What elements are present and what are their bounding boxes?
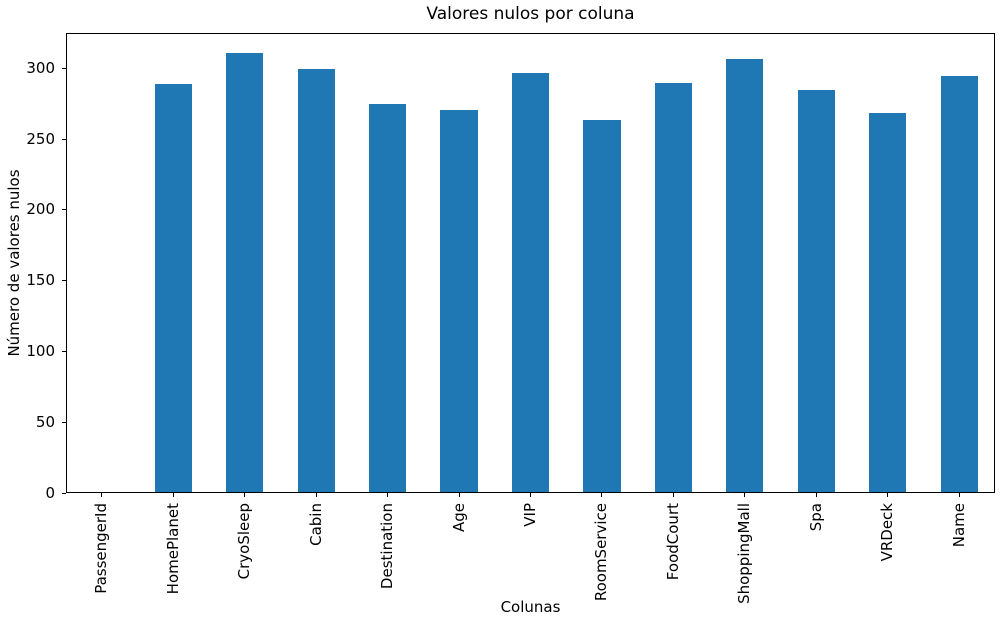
bar-Name (940, 75, 978, 492)
bar-VIP (511, 73, 550, 492)
y-tick-label: 200 (26, 200, 55, 219)
x-tick-label-VIP: VIP (521, 503, 539, 527)
y-tick-label: 100 (26, 341, 55, 360)
bar-CryoSleep (226, 53, 264, 492)
x-axis-label: Colunas (500, 598, 561, 616)
bar-Spa (797, 90, 835, 492)
x-tick-label-FoodCourt: FoodCourt (663, 503, 682, 581)
y-tick-mark (62, 421, 66, 423)
x-tick-label-PassengerId: PassengerId (92, 503, 111, 594)
x-tick-label-VRDeck: VRDeck (878, 503, 897, 562)
bar-ShoppingMall (726, 58, 764, 492)
x-tick-mark (815, 493, 817, 497)
bar-RoomService (583, 119, 621, 492)
x-tick-mark (530, 493, 531, 497)
y-tick-mark (62, 67, 66, 69)
y-tick-mark (62, 492, 66, 494)
x-tick-mark (887, 493, 889, 497)
x-tick-mark (101, 493, 103, 497)
y-axis-label: Número de valores nulos (5, 169, 23, 357)
y-tick-mark (62, 350, 66, 352)
x-tick-mark (387, 493, 389, 497)
bar-Destination (368, 104, 407, 492)
y-tick-label: 300 (26, 58, 55, 77)
x-tick-label-HomePlanet: HomePlanet (163, 503, 182, 595)
bar-FoodCourt (654, 82, 692, 492)
x-tick-mark (244, 493, 246, 497)
y-tick-mark (62, 280, 66, 282)
bar-Cabin (297, 68, 335, 492)
x-tick-label-Destination: Destination (378, 503, 397, 590)
x-tick-mark (601, 493, 603, 497)
y-tick-label: 0 (45, 483, 55, 502)
x-tick-label-Cabin: Cabin (306, 503, 325, 546)
bar-HomePlanet (154, 84, 192, 492)
y-tick-label: 50 (35, 412, 55, 431)
y-tick-label: 250 (26, 129, 55, 148)
x-tick-label-RoomService: RoomService (592, 503, 611, 602)
bar-VRDeck (869, 112, 907, 492)
x-tick-mark (458, 493, 460, 497)
x-tick-label-Age: Age (449, 503, 468, 533)
x-tick-label-Spa: Spa (806, 503, 825, 532)
bar-Age (440, 109, 478, 492)
x-tick-mark (744, 493, 746, 497)
y-tick-mark (62, 138, 66, 140)
x-tick-mark (315, 493, 317, 497)
x-tick-mark (672, 493, 674, 497)
plot-area (66, 33, 995, 493)
x-tick-mark (958, 493, 960, 497)
x-tick-label-CryoSleep: CryoSleep (235, 503, 254, 580)
x-tick-mark (172, 493, 174, 497)
x-tick-label-Name: Name (949, 503, 968, 548)
chart-title: Valores nulos por coluna (426, 4, 635, 24)
y-tick-mark (62, 209, 66, 211)
x-tick-label-ShoppingMall: ShoppingMall (735, 503, 754, 604)
y-tick-label: 150 (26, 271, 55, 290)
